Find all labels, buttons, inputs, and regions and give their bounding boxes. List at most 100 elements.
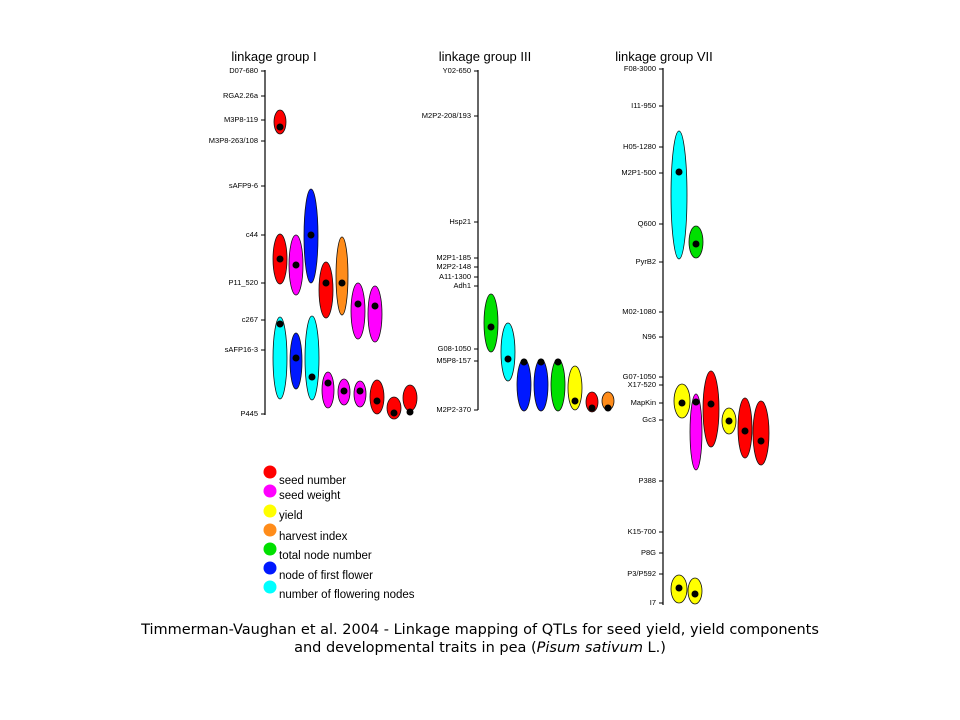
marker-label: I11-950 xyxy=(631,101,656,110)
marker-label: D07-680 xyxy=(229,66,258,75)
qtl-peak-marker xyxy=(307,231,315,239)
marker-label: PyrB2 xyxy=(636,257,656,266)
marker-label: Gc3 xyxy=(642,415,656,424)
qtl-peak-marker xyxy=(276,123,284,131)
qtl-interval-number-of-flowering-nodes xyxy=(304,315,320,401)
legend-swatch xyxy=(263,561,277,575)
legend-label: seed weight xyxy=(279,490,341,502)
qtl-interval-seed-weight xyxy=(350,282,366,340)
marker-label: M2P2-370 xyxy=(436,405,471,414)
caption-suffix: L.) xyxy=(642,640,666,656)
qtl-peak-marker xyxy=(276,255,284,263)
qtl-interval-harvest-index xyxy=(335,236,349,316)
legend-swatch xyxy=(263,465,277,479)
qtl-peak-marker xyxy=(292,261,300,269)
marker-label: Q600 xyxy=(638,219,656,228)
qtl-peak-marker xyxy=(390,409,398,417)
legend-swatch xyxy=(263,504,277,518)
marker-label: c44 xyxy=(246,230,258,239)
marker-label: P8G xyxy=(641,548,656,557)
markers-group-III: Y02-650 M2P2-208/193 Hsp21 M2P1-185 M2P2… xyxy=(422,66,478,414)
marker-label: M02-1080 xyxy=(622,307,656,316)
marker-label: K15-700 xyxy=(628,527,656,536)
qtl-interval-seed-weight xyxy=(367,285,383,343)
qtl-interval-number-of-flowering-nodes xyxy=(670,130,688,260)
qtl-interval-node-of-first-flower xyxy=(516,358,532,412)
marker-label: N96 xyxy=(642,332,656,341)
qtl-interval-seed-weight xyxy=(689,393,703,471)
legend-label: total node number xyxy=(279,550,372,562)
marker-label: G07-1050 xyxy=(623,372,656,381)
qtl-peak-marker xyxy=(520,358,528,366)
qtl-peak-marker xyxy=(371,302,379,310)
qtl-peak-marker xyxy=(692,240,700,248)
legend-label: harvest index xyxy=(279,531,348,543)
marker-label: c267 xyxy=(242,315,258,324)
marker-label: M2P2-148 xyxy=(436,262,471,271)
markers-group-VII: F08-3000 I11-950 H05-1280 M2P1-500 Q600 … xyxy=(621,64,663,607)
legend-swatch xyxy=(263,523,277,537)
caption-species: Pisum sativum xyxy=(536,640,643,656)
markers-group-I: D07-680 RGA2.26a M3P8-119 M3P8-263/108 s… xyxy=(209,66,265,418)
qtl-peak-marker xyxy=(691,590,699,598)
caption-line-1: Timmerman-Vaughan et al. 2004 - Linkage … xyxy=(141,622,819,638)
qtl-peak-marker xyxy=(406,408,414,416)
qtl-peak-marker xyxy=(588,404,596,412)
qtl-peak-marker xyxy=(373,397,381,405)
caption-prefix: and developmental traits in pea ( xyxy=(294,640,537,656)
qtl-peak-marker xyxy=(324,379,332,387)
qtl-peak-marker xyxy=(338,279,346,287)
qtl-peak-marker xyxy=(675,168,683,176)
qtl-interval-seed-number xyxy=(752,400,770,466)
qtl-peak-marker xyxy=(276,320,284,328)
legend-label: yield xyxy=(279,510,303,522)
marker-label: Adh1 xyxy=(453,281,471,290)
legend-swatch xyxy=(263,542,277,556)
marker-label: M3P8-119 xyxy=(224,115,258,124)
marker-label: I7 xyxy=(650,598,656,607)
marker-label: MapKin xyxy=(631,398,656,407)
qtl-peak-marker xyxy=(725,417,733,425)
qtl-peak-marker xyxy=(292,354,300,362)
marker-label: P11_520 xyxy=(229,278,258,287)
group-title-I: linkage group I xyxy=(231,49,316,64)
qtl-linkage-map: linkage group I linkage group III linkag… xyxy=(209,49,770,607)
qtl-interval-node-of-first-flower xyxy=(533,358,549,412)
figure-caption: Timmerman-Vaughan et al. 2004 - Linkage … xyxy=(0,621,960,657)
marker-label: P388 xyxy=(638,476,656,485)
marker-label: sAFP16-3 xyxy=(225,345,258,354)
qtl-interval-seed-number xyxy=(369,379,385,415)
qtl-peak-marker xyxy=(692,398,700,406)
legend-swatch xyxy=(263,484,277,498)
qtl-interval-seed-number xyxy=(402,384,418,412)
qtl-peak-marker xyxy=(604,404,612,412)
marker-label: M2P1-185 xyxy=(436,253,471,262)
qtl-peak-marker xyxy=(308,373,316,381)
marker-label: Hsp21 xyxy=(449,217,471,226)
qtl-interval-seed-weight xyxy=(321,371,335,409)
qtl-interval-number-of-flowering-nodes xyxy=(500,322,516,382)
qtl-peak-marker xyxy=(554,358,562,366)
legend-label: node of first flower xyxy=(279,570,373,582)
qtl-interval-number-of-flowering-nodes xyxy=(272,316,288,400)
qtl-interval-seed-number xyxy=(386,396,402,420)
marker-label: F08-3000 xyxy=(624,64,656,73)
group-title-VII: linkage group VII xyxy=(615,49,713,64)
qtl-peak-marker xyxy=(741,427,749,435)
marker-label: A11-1300 xyxy=(439,272,471,281)
qtl-peak-marker xyxy=(356,387,364,395)
marker-label: P3/P592 xyxy=(627,569,656,578)
qtl-peak-marker xyxy=(487,323,495,331)
qtl-peak-marker xyxy=(678,399,686,407)
marker-label: M3P8-263/108 xyxy=(209,136,258,145)
qtl-interval-seed-number xyxy=(318,261,334,319)
qtl-peak-marker xyxy=(322,279,330,287)
marker-label: M5P8-157 xyxy=(436,356,471,365)
qtl-interval-total-node-number xyxy=(550,358,566,412)
marker-label: RGA2.26a xyxy=(223,91,259,100)
qtl-peak-marker xyxy=(675,584,683,592)
marker-label: M2P1-500 xyxy=(621,168,656,177)
qtl-peak-marker xyxy=(537,358,545,366)
qtl-peak-marker xyxy=(757,437,765,445)
marker-label: G08-1050 xyxy=(438,344,471,353)
